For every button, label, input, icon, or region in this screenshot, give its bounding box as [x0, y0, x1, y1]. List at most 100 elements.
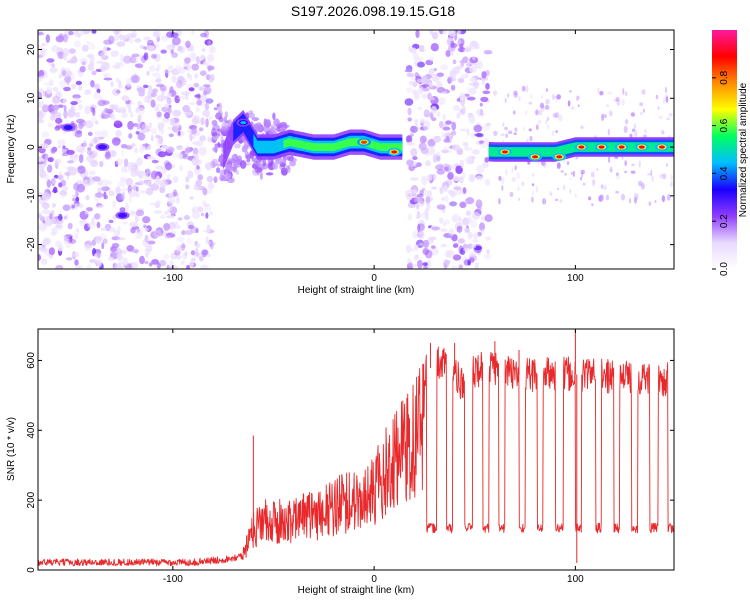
- noise-blob: [120, 187, 127, 192]
- noise-blob: [62, 145, 66, 150]
- noise-blob: [185, 176, 190, 183]
- noise-blob: [129, 221, 138, 228]
- noise-blob: [145, 125, 150, 133]
- noise-blob: [202, 61, 207, 67]
- noise-blob: [418, 231, 426, 240]
- noise-blob: [447, 45, 456, 52]
- noise-blob: [623, 125, 628, 133]
- noise-blob: [532, 191, 534, 196]
- noise-blob: [423, 265, 428, 269]
- noise-blob: [607, 128, 610, 136]
- noise-blob: [421, 87, 430, 92]
- noise-blob: [57, 51, 65, 60]
- noise-blob: [514, 165, 517, 171]
- noise-blob: [431, 31, 439, 40]
- noise-blob: [181, 242, 186, 251]
- noise-blob: [131, 143, 136, 147]
- noise-blob: [433, 67, 437, 72]
- noise-blob: [191, 206, 200, 215]
- snr-series-line: [38, 346, 674, 567]
- noise-blob: [104, 151, 111, 160]
- noise-blob: [197, 93, 201, 100]
- noise-blob: [662, 97, 666, 105]
- noise-blob: [143, 52, 149, 61]
- noise-blob: [42, 104, 49, 113]
- noise-blob: [204, 164, 210, 169]
- noise-blob: [68, 48, 76, 54]
- spectrogram-x-ticks: -100 0 100: [163, 30, 584, 284]
- noise-blob: [409, 248, 419, 252]
- noise-blob: [71, 204, 75, 209]
- noise-blob: [77, 165, 86, 174]
- noise-blob: [74, 111, 81, 118]
- noise-blob: [504, 126, 508, 131]
- noise-blob: [465, 197, 475, 205]
- noise-blob: [75, 196, 80, 202]
- noise-blob: [480, 96, 489, 102]
- noise-blob: [54, 125, 61, 131]
- noise-blob: [120, 176, 127, 183]
- noise-blob: [55, 117, 63, 124]
- noise-blob: [46, 58, 55, 63]
- noise-blob: [485, 82, 490, 90]
- noise-blob: [540, 94, 543, 100]
- noise-blob: [110, 81, 114, 88]
- noise-blob: [91, 30, 97, 34]
- noise-blob: [556, 94, 561, 100]
- noise-blob: [93, 92, 100, 100]
- noise-blob: [212, 146, 218, 152]
- noise-blob: [200, 70, 207, 76]
- noise-blob: [412, 156, 418, 161]
- noise-blob: [40, 75, 49, 79]
- noise-blob: [68, 166, 78, 176]
- noise-blob: [119, 207, 126, 213]
- noise-blob: [86, 264, 92, 269]
- noise-blob: [180, 260, 185, 265]
- colorbar-label: Normalized spectral amplitude: [738, 82, 749, 217]
- noise-blob: [116, 237, 126, 241]
- noise-blob: [621, 98, 625, 106]
- noise-blob: [662, 173, 667, 180]
- noise-blob: [134, 38, 142, 43]
- noise-blob: [468, 216, 472, 225]
- noise-blob: [39, 143, 49, 149]
- noise-blob: [41, 131, 50, 138]
- noise-blob: [455, 165, 463, 174]
- noise-blob: [614, 99, 618, 102]
- noise-blob: [70, 105, 75, 114]
- noise-blob: [156, 95, 166, 102]
- noise-blob: [123, 55, 132, 64]
- noise-blob: [289, 157, 297, 163]
- noise-blob: [610, 168, 613, 172]
- noise-blob: [38, 254, 42, 261]
- noise-blob: [202, 109, 210, 117]
- noise-blob: [66, 149, 75, 155]
- noise-blob: [513, 94, 517, 98]
- noise-blob: [467, 231, 473, 240]
- noise-blob: [96, 258, 102, 267]
- noise-blob: [592, 179, 596, 186]
- noise-blob: [85, 207, 93, 212]
- noise-blob: [121, 148, 125, 158]
- noise-blob: [65, 68, 71, 77]
- noise-blob: [624, 160, 627, 166]
- noise-blob: [462, 187, 467, 194]
- noise-blob: [135, 209, 145, 217]
- noise-blob: [135, 131, 140, 135]
- noise-blob: [115, 186, 121, 195]
- noise-blob: [599, 194, 604, 201]
- hot-spot: [501, 150, 508, 154]
- noise-blob: [182, 105, 191, 113]
- noise-blob: [89, 43, 95, 51]
- noise-blob: [78, 104, 83, 110]
- noise-blob: [205, 118, 209, 128]
- noise-blob: [447, 76, 453, 84]
- noise-blob: [220, 126, 227, 132]
- noise-blob: [591, 203, 594, 207]
- spectrogram-x-tick-label: 0: [371, 273, 377, 284]
- noise-blob: [63, 104, 67, 112]
- noise-blob: [412, 81, 418, 88]
- noise-blob: [453, 186, 462, 191]
- noise-blob: [80, 30, 85, 36]
- snr-y-tick-label: 600: [26, 352, 37, 369]
